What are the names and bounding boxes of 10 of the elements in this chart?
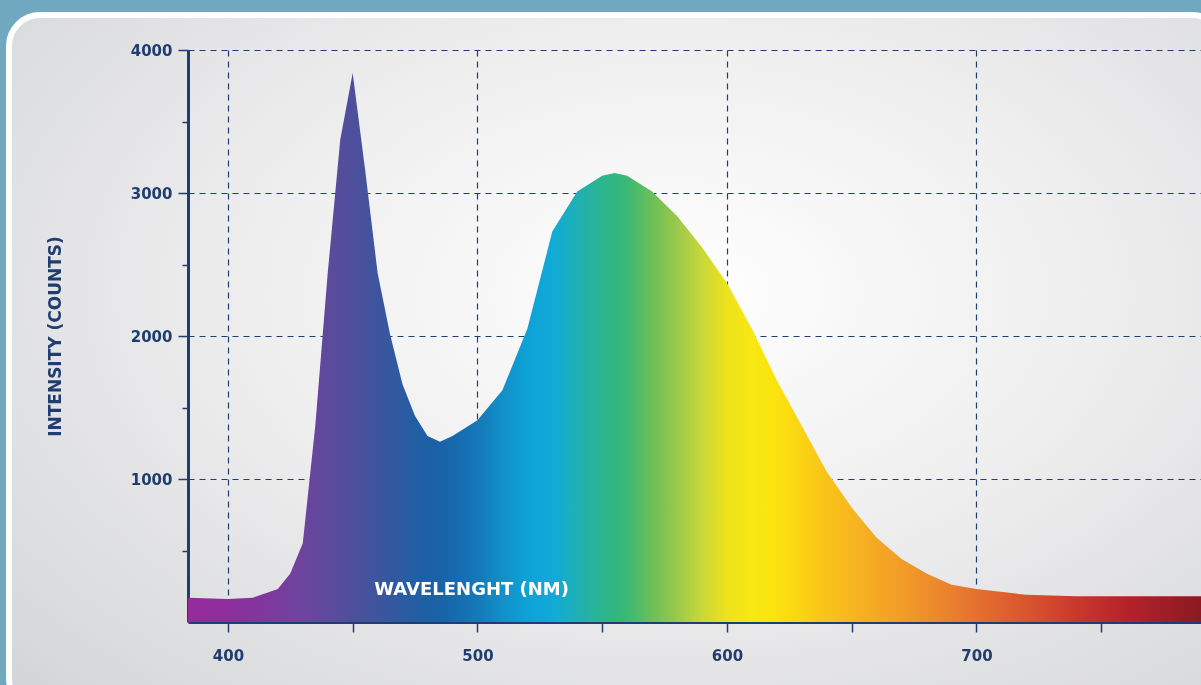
x-tick-label: 600 — [711, 646, 744, 665]
y-tick-label: 2000 — [130, 327, 173, 346]
x-tick-label: 700 — [961, 646, 993, 665]
x-axis-title: WAVELENGHT (NM) — [374, 578, 569, 599]
y-axis-title: INTENSITY (COUNTS) — [44, 236, 65, 437]
y-tick-label: 3000 — [130, 184, 173, 203]
x-tick-label: 500 — [462, 646, 494, 665]
y-tick-label: 1000 — [130, 470, 173, 489]
y-tick-label: 4000 — [130, 41, 173, 60]
x-tick-label: 400 — [212, 646, 245, 665]
